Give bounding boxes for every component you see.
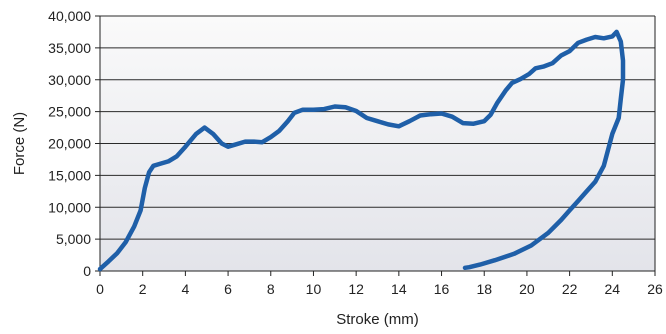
y-tick-label: 30,000 bbox=[48, 72, 91, 88]
x-tick-label: 12 bbox=[348, 281, 364, 297]
y-axis-title: Force (N) bbox=[11, 112, 28, 175]
x-tick-label: 8 bbox=[267, 281, 275, 297]
x-tick-label: 14 bbox=[391, 281, 407, 297]
grid-lines bbox=[100, 15, 655, 240]
x-tick-label: 0 bbox=[96, 281, 104, 297]
plot-frame bbox=[99, 16, 656, 272]
y-tick-label: 10,000 bbox=[48, 199, 91, 215]
x-tick-label: 4 bbox=[181, 281, 189, 297]
y-tick-label: 40,000 bbox=[48, 8, 91, 24]
x-tick-label: 10 bbox=[306, 281, 322, 297]
x-tick-label: 26 bbox=[647, 281, 663, 297]
x-tick-label: 20 bbox=[519, 281, 535, 297]
series-line bbox=[97, 29, 626, 272]
x-tick-label: 18 bbox=[476, 281, 492, 297]
x-tick-label: 16 bbox=[434, 281, 450, 297]
y-tick-label: 5,000 bbox=[56, 231, 91, 247]
y-tick-label: 0 bbox=[83, 263, 91, 279]
y-tick-label: 35,000 bbox=[48, 40, 91, 56]
x-tick-label: 22 bbox=[562, 281, 578, 297]
x-axis-ticks: 0 2 4 6 8 10 12 14 16 18 20 22 24 26 bbox=[96, 271, 663, 297]
y-axis-ticks: 0 5,000 10,000 15,000 20,000 25,000 30,000 35,0… bbox=[48, 8, 100, 279]
x-tick-label: 6 bbox=[224, 281, 232, 297]
y-tick-label: 15,000 bbox=[48, 167, 91, 183]
x-tick-label: 2 bbox=[139, 281, 147, 297]
y-tick-label: 20,000 bbox=[48, 136, 91, 152]
y-tick-label: 25,000 bbox=[48, 104, 91, 120]
x-tick-label: 24 bbox=[605, 281, 621, 297]
x-axis-title: Stroke (mm) bbox=[336, 311, 419, 328]
